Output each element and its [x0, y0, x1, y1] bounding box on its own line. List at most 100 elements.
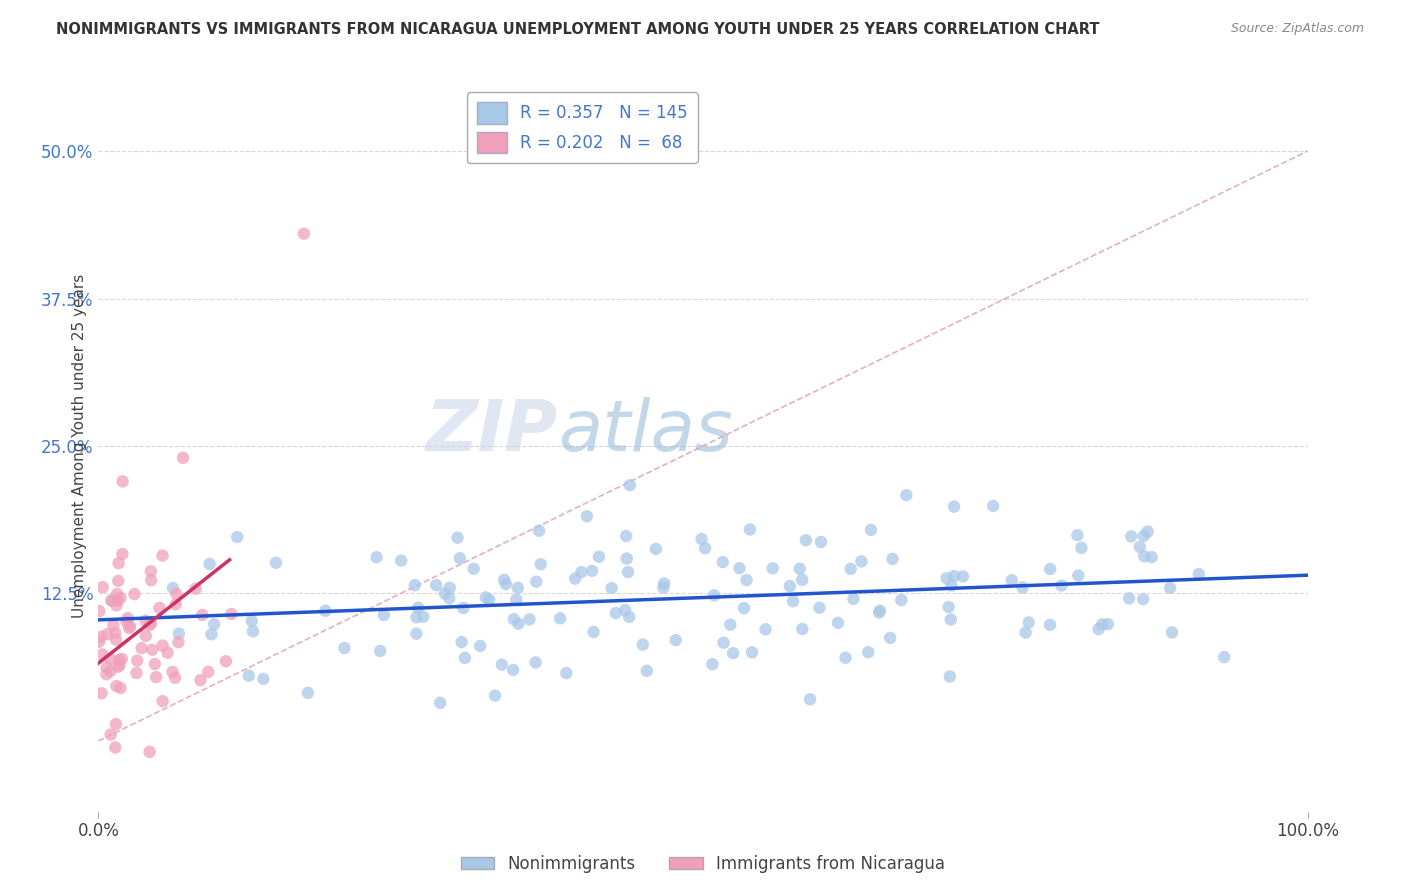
Point: [405, 626, 427, 640]
Point: [1039, 562, 1062, 576]
Point: [1070, 541, 1092, 555]
Point: [882, 552, 904, 566]
Point: [1066, 528, 1088, 542]
Point: [139, 618, 162, 632]
Point: [242, 624, 264, 639]
Point: [614, 529, 637, 543]
Point: [718, 617, 741, 632]
Y-axis label: Unemployment Among Youth under 25 years: Unemployment Among Youth under 25 years: [72, 274, 87, 618]
Point: [1132, 592, 1154, 607]
Point: [478, 592, 501, 607]
Point: [107, 574, 129, 588]
Point: [741, 645, 763, 659]
Point: [450, 635, 472, 649]
Point: [297, 686, 319, 700]
Point: [868, 606, 890, 620]
Point: [952, 569, 974, 583]
Point: [405, 610, 427, 624]
Point: [690, 532, 713, 546]
Point: [190, 673, 212, 687]
Point: [215, 654, 238, 668]
Point: [454, 650, 477, 665]
Point: [506, 581, 529, 595]
Point: [103, 618, 125, 632]
Point: [524, 656, 547, 670]
Point: [366, 550, 388, 565]
Point: [152, 639, 174, 653]
Point: [162, 581, 184, 595]
Point: [834, 650, 856, 665]
Point: [1014, 625, 1036, 640]
Point: [91, 580, 114, 594]
Legend: Nonimmigrants, Immigrants from Nicaragua: Nonimmigrants, Immigrants from Nicaragua: [454, 848, 952, 880]
Point: [808, 600, 831, 615]
Point: [1133, 549, 1156, 564]
Point: [859, 523, 882, 537]
Text: atlas: atlas: [558, 397, 733, 466]
Point: [728, 561, 751, 575]
Point: [527, 524, 550, 538]
Point: [89, 604, 111, 618]
Point: [389, 553, 412, 567]
Point: [1001, 573, 1024, 587]
Point: [107, 659, 129, 673]
Point: [111, 475, 134, 489]
Point: [494, 573, 516, 587]
Point: [1018, 615, 1040, 630]
Point: [491, 657, 513, 672]
Point: [1067, 568, 1090, 582]
Point: [446, 531, 468, 545]
Point: [1039, 617, 1062, 632]
Point: [429, 696, 451, 710]
Point: [96, 627, 118, 641]
Point: [519, 612, 541, 626]
Point: [404, 578, 426, 592]
Point: [939, 613, 962, 627]
Point: [110, 681, 132, 695]
Point: [484, 689, 506, 703]
Point: [738, 523, 761, 537]
Point: [619, 478, 641, 492]
Point: [165, 587, 187, 601]
Point: [1097, 617, 1119, 632]
Point: [117, 611, 139, 625]
Point: [111, 652, 134, 666]
Point: [127, 654, 149, 668]
Text: ZIP: ZIP: [426, 397, 558, 466]
Point: [581, 564, 603, 578]
Point: [118, 619, 141, 633]
Point: [135, 629, 157, 643]
Point: [721, 646, 744, 660]
Point: [896, 488, 918, 502]
Point: [148, 601, 170, 615]
Point: [172, 450, 194, 465]
Point: [90, 630, 112, 644]
Point: [810, 535, 832, 549]
Point: [495, 577, 517, 591]
Point: [292, 227, 315, 241]
Point: [105, 632, 128, 647]
Point: [1161, 625, 1184, 640]
Point: [439, 581, 461, 595]
Point: [139, 565, 162, 579]
Point: [167, 635, 190, 649]
Point: [890, 593, 912, 607]
Point: [564, 572, 586, 586]
Point: [252, 672, 274, 686]
Point: [631, 638, 654, 652]
Point: [941, 578, 963, 592]
Point: [981, 499, 1004, 513]
Point: [1118, 591, 1140, 606]
Text: Source: ZipAtlas.com: Source: ZipAtlas.com: [1230, 22, 1364, 36]
Point: [125, 665, 148, 680]
Point: [314, 604, 336, 618]
Point: [143, 657, 166, 671]
Point: [779, 579, 801, 593]
Point: [792, 573, 814, 587]
Point: [842, 591, 865, 606]
Point: [582, 624, 605, 639]
Point: [162, 665, 184, 679]
Point: [131, 641, 153, 656]
Point: [165, 598, 187, 612]
Point: [107, 556, 129, 570]
